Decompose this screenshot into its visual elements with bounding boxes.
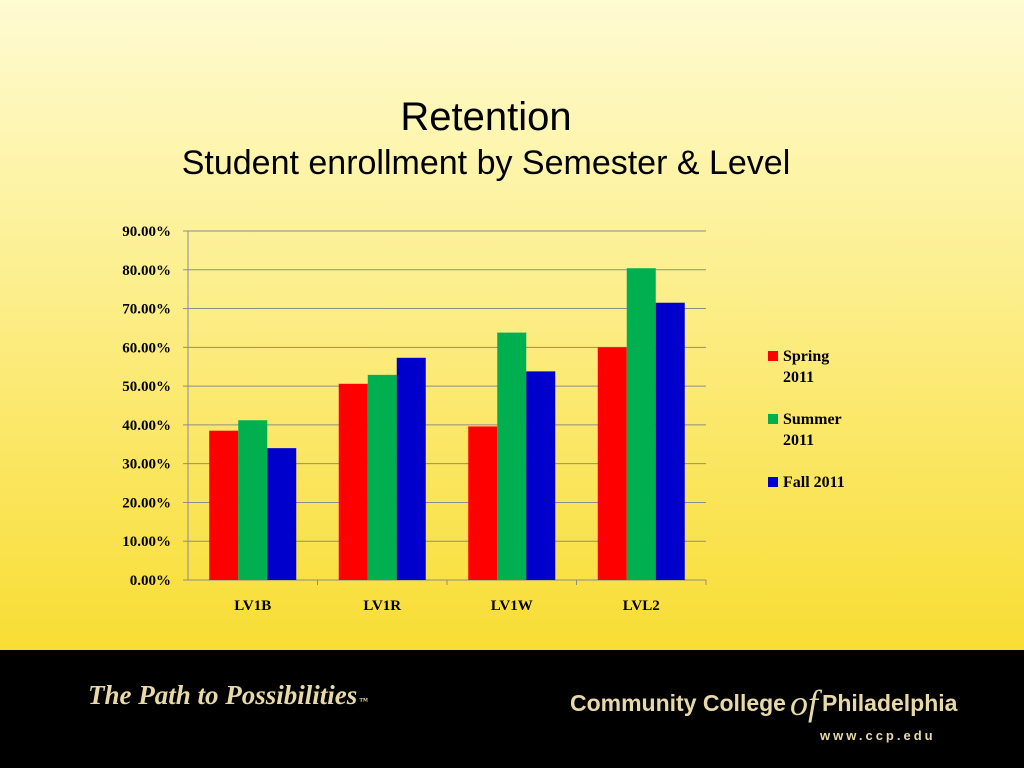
x-tick-label: LV1W [491,598,533,614]
bar-lv1b-spring-2011 [209,430,239,580]
college-logo: Community College of Philadelphia [570,678,958,723]
x-tick-label: LVL2 [623,598,660,614]
y-tick-label: 80.00% [122,263,171,279]
college-name-pre: Community College [570,690,786,716]
legend-label: Summer [783,411,842,428]
bar-lv1r-summer-2011 [367,374,397,580]
y-tick-label: 90.00% [122,224,171,240]
y-tick-label: 70.00% [122,302,171,318]
y-tick-label: 50.00% [122,379,171,395]
bar-lv1r-spring-2011 [338,383,368,580]
bar-lv1w-fall-2011 [526,371,556,580]
slide-title: Retention [400,95,572,139]
y-tick-label: 60.00% [122,340,171,356]
x-tick-label: LV1B [234,598,271,614]
y-tick-label: 40.00% [122,418,171,434]
legend-label: 2011 [783,432,814,449]
legend-swatch-summer-2011 [768,414,778,424]
legend-swatch-fall-2011 [768,477,778,487]
y-tick-label: 30.00% [122,457,171,473]
bar-lvl2-fall-2011 [655,302,685,580]
tagline-text: The Path to Possibilities [88,680,358,710]
bar-lv1w-spring-2011 [468,426,498,580]
college-url: www.ccp.edu [820,728,936,743]
y-tick-label: 10.00% [122,534,171,550]
retention-bar-chart: 0.00% 10.00% 20.00% 30.00% 40.00% 50.00% 60.00… [122,224,845,614]
legend-label: Fall 2011 [783,474,845,491]
bar-lvl2-spring-2011 [597,347,627,580]
legend-swatch-spring-2011 [768,351,778,361]
legend-label: 2011 [783,369,814,386]
trademark-mark: ™ [359,696,369,706]
bar-lv1b-fall-2011 [267,448,297,580]
y-tick-label: 20.00% [122,495,171,511]
slide-subtitle: Student enrollment by Semester & Level [181,144,791,182]
x-tick-label: LV1R [363,598,401,614]
slide-title-block: Retention Student enrollment by Semester… [0,92,972,184]
y-tick-label: 0.00% [130,573,171,589]
tagline: The Path to Possibilities ™ [88,680,368,711]
bar-lv1r-fall-2011 [396,357,426,580]
college-name-of: of [789,683,818,723]
footer-bar: The Path to Possibilities ™ Community Col… [0,650,1024,768]
bar-lv1w-summer-2011 [497,332,527,580]
legend-label: Spring [783,348,829,365]
bar-lvl2-summer-2011 [626,268,656,580]
bar-lv1b-summer-2011 [238,420,268,580]
college-name-post: Philadelphia [821,690,958,716]
